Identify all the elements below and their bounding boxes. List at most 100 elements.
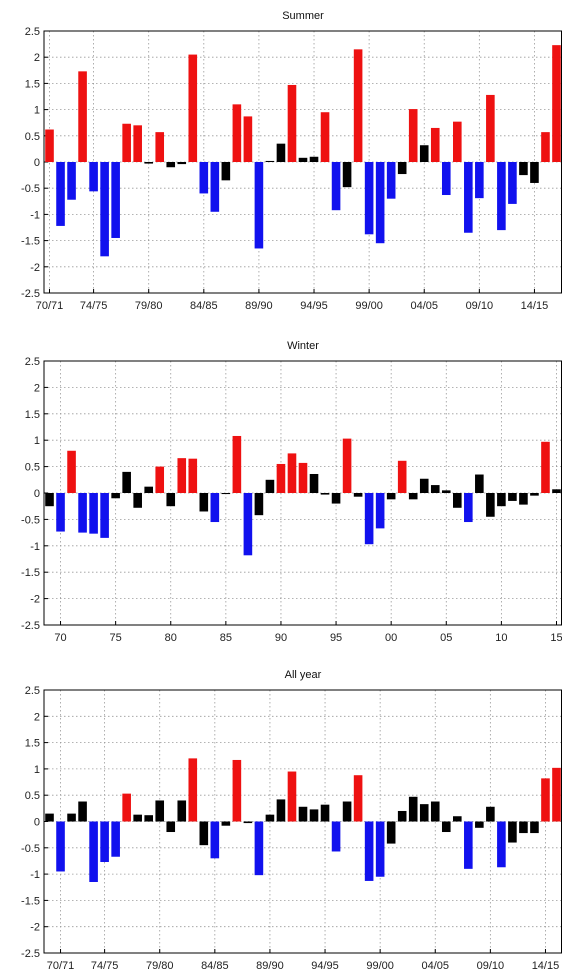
x-tick-label: 75: [110, 632, 122, 644]
bar: [276, 143, 286, 162]
bar: [419, 804, 429, 822]
x-tick-label: 05: [440, 632, 452, 644]
bar: [287, 84, 297, 162]
bar: [232, 104, 242, 162]
bar: [320, 804, 330, 822]
bar: [221, 821, 231, 826]
bar: [122, 123, 131, 162]
bar: [375, 162, 385, 244]
x-tick-label: 70/71: [36, 300, 64, 312]
bar: [243, 116, 253, 162]
bar: [419, 145, 429, 162]
bar: [166, 493, 176, 507]
bar: [243, 493, 253, 556]
bar: [232, 759, 242, 822]
bar: [541, 441, 550, 493]
bar: [309, 809, 319, 822]
y-tick-label: 2.5: [25, 26, 40, 38]
bar: [100, 821, 109, 863]
bar: [111, 821, 120, 857]
bar: [441, 821, 451, 833]
bar: [441, 490, 451, 493]
bar: [56, 821, 65, 872]
y-tick-label: 1.5: [25, 78, 40, 90]
y-tick-label: -2: [30, 262, 40, 274]
bar: [320, 493, 330, 495]
bar: [397, 162, 407, 175]
bar: [519, 162, 528, 176]
bar: [552, 45, 561, 163]
chart-title: Summer: [282, 10, 324, 22]
bar: [89, 162, 98, 192]
bar: [364, 162, 374, 235]
x-tick-label: 74/75: [80, 300, 108, 312]
bar: [254, 493, 264, 516]
bar: [342, 801, 352, 822]
y-tick-label: -2.5: [21, 948, 40, 960]
y-tick-label: 2: [34, 52, 40, 64]
x-tick-label: 09/10: [477, 960, 505, 972]
bar: [133, 814, 142, 822]
bar: [298, 157, 308, 162]
bar: [475, 821, 484, 828]
bar: [508, 821, 517, 843]
bar: [331, 821, 341, 852]
x-tick-label: 04/05: [410, 300, 438, 312]
bar: [199, 162, 209, 194]
bar: [552, 489, 561, 493]
bar: [342, 438, 352, 493]
bar: [111, 162, 120, 238]
bar: [100, 162, 109, 257]
y-tick-label: 1: [34, 764, 40, 776]
chart-panel-1: Summer 2.5 2 1.5 1 0.5 0 -0.5 -1 -1.5 -2 -2.570/71 7…: [21, 10, 562, 312]
bar: [287, 771, 297, 822]
y-tick-label: 1.5: [25, 409, 40, 421]
bar: [386, 493, 396, 500]
x-tick-label: 99/00: [366, 960, 394, 972]
bar: [122, 471, 131, 493]
chart-panel-2: Winter 2.5 2 1.5 1 0.5 0 -0.5 -1 -1.5 -2 -2.5 70 75 80…: [21, 340, 562, 644]
bar: [144, 162, 154, 164]
bar: [221, 493, 231, 495]
bar: [430, 485, 440, 493]
y-tick-label: 0: [34, 488, 40, 500]
x-tick-label: 94/95: [300, 300, 328, 312]
bar: [519, 821, 528, 834]
bar: [452, 493, 462, 508]
bar: [78, 493, 87, 533]
bar: [464, 821, 473, 869]
bar: [430, 801, 440, 822]
x-tick-label: 74/75: [91, 960, 119, 972]
bar: [67, 813, 76, 822]
y-tick-label: -1.5: [21, 895, 40, 907]
bar: [375, 821, 385, 877]
bar: [530, 162, 539, 183]
y-tick-label: 2.5: [25, 356, 40, 368]
bar: [100, 493, 109, 538]
bar: [497, 821, 506, 868]
bar: [497, 162, 506, 231]
bar: [464, 162, 473, 233]
x-tick-label: 79/80: [146, 960, 174, 972]
bar: [243, 821, 253, 824]
bar: [144, 815, 154, 822]
bar: [397, 810, 407, 822]
bar: [199, 493, 209, 512]
y-tick-label: -1: [30, 541, 40, 553]
bar: [188, 54, 198, 162]
y-tick-label: 0: [34, 157, 40, 169]
bar: [155, 800, 165, 822]
y-tick-label: 0.5: [25, 462, 40, 474]
bar: [519, 493, 528, 505]
x-tick-label: 89/90: [245, 300, 273, 312]
bar: [408, 109, 418, 162]
x-tick-label: 84/85: [201, 960, 229, 972]
bar: [199, 821, 209, 846]
bar: [67, 450, 76, 493]
y-tick-label: 0.5: [25, 131, 40, 143]
y-tick-label: 2: [34, 382, 40, 394]
x-tick-label: 04/05: [421, 960, 449, 972]
bar: [265, 160, 275, 162]
bar: [78, 801, 87, 822]
bar: [188, 458, 198, 493]
